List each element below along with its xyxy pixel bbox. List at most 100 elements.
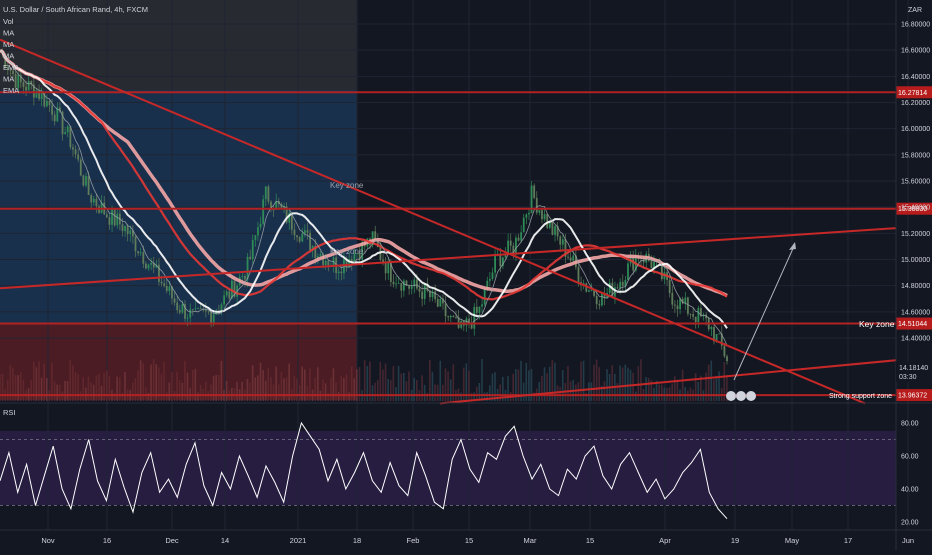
lower-support-trendline bbox=[439, 359, 897, 405]
volume-bar bbox=[272, 384, 275, 401]
candle-body bbox=[384, 262, 387, 274]
event-icon[interactable] bbox=[726, 391, 736, 401]
candle-body bbox=[423, 283, 426, 299]
legend-item: MA bbox=[3, 52, 14, 61]
candle-body bbox=[525, 214, 528, 218]
volume-bar bbox=[116, 376, 118, 401]
level-price-label: 15.38830 bbox=[898, 206, 927, 213]
volume-bar bbox=[197, 392, 199, 401]
time-tick-label: 18 bbox=[353, 536, 361, 545]
volume-bar bbox=[658, 384, 660, 401]
candle-body bbox=[543, 214, 546, 220]
price-tick-label: 14.60000 bbox=[901, 309, 930, 316]
volume-bar bbox=[98, 373, 100, 401]
candle-body bbox=[564, 239, 567, 257]
candle-body bbox=[82, 175, 85, 186]
volume-bar bbox=[215, 374, 217, 401]
candle-body bbox=[270, 201, 272, 210]
time-tick-label: 15 bbox=[586, 536, 594, 545]
volume-bar bbox=[397, 365, 400, 401]
volume-bar bbox=[163, 361, 165, 401]
volume-bar bbox=[517, 369, 520, 401]
volume-bar bbox=[462, 367, 465, 401]
annotation-strong-support: Strong support zone bbox=[829, 393, 892, 400]
candle-body bbox=[14, 74, 17, 88]
candle-body bbox=[189, 309, 192, 318]
candle-body bbox=[194, 308, 197, 310]
candle-body bbox=[158, 264, 160, 282]
candle-body bbox=[121, 224, 124, 232]
candle-body bbox=[191, 309, 194, 311]
candle-body bbox=[124, 226, 126, 232]
candle-body bbox=[671, 292, 674, 305]
event-icon[interactable] bbox=[736, 391, 746, 401]
volume-bar bbox=[416, 380, 418, 401]
candle-body bbox=[108, 217, 111, 225]
candle-body bbox=[700, 308, 702, 317]
candle-body bbox=[105, 214, 108, 218]
volume-bar bbox=[645, 377, 647, 401]
candle-body bbox=[262, 199, 265, 224]
volume-bar bbox=[402, 372, 405, 401]
candle-body bbox=[598, 304, 601, 306]
volume-bar bbox=[468, 370, 470, 401]
volume-bar bbox=[382, 369, 384, 401]
candle-body bbox=[507, 240, 510, 254]
candle-body bbox=[554, 226, 556, 235]
candle-body bbox=[220, 304, 223, 312]
volume-bar bbox=[152, 359, 155, 401]
level-price-label: 13.96372 bbox=[898, 393, 927, 400]
projection-arrowhead bbox=[789, 242, 796, 250]
candle-body bbox=[251, 239, 254, 260]
volume-bar bbox=[650, 380, 653, 401]
candle-body bbox=[465, 318, 468, 326]
time-tick-label: 2021 bbox=[290, 536, 307, 545]
volume-bar bbox=[121, 392, 124, 401]
candle-body bbox=[541, 210, 543, 220]
volume-bar bbox=[12, 367, 14, 401]
rsi-tick-label: 80.00 bbox=[901, 421, 919, 428]
volume-bar bbox=[371, 385, 374, 401]
volume-bar bbox=[715, 375, 718, 401]
volume-bar bbox=[324, 383, 327, 401]
candle-body bbox=[204, 310, 207, 312]
volume-bar bbox=[327, 392, 330, 401]
volume-bar bbox=[590, 382, 593, 401]
volume-bar bbox=[499, 384, 502, 401]
candle-body bbox=[397, 283, 400, 284]
level-price-label: 16.27814 bbox=[898, 90, 927, 97]
candle-body bbox=[92, 198, 95, 203]
volume-bar bbox=[220, 360, 223, 401]
time-tick-label: 17 bbox=[844, 536, 852, 545]
volume-bar bbox=[259, 362, 262, 401]
price-tick-label: 14.80000 bbox=[901, 283, 930, 290]
volume-bar bbox=[343, 377, 345, 401]
volume-bar bbox=[204, 381, 207, 401]
candle-body bbox=[491, 272, 494, 279]
candle-body bbox=[272, 209, 275, 211]
event-icons[interactable] bbox=[726, 391, 756, 401]
volume-bar bbox=[309, 368, 311, 401]
volume-bar bbox=[387, 378, 389, 401]
time-tick-label: Nov bbox=[41, 536, 55, 545]
candle-body bbox=[131, 230, 134, 237]
event-icon[interactable] bbox=[746, 391, 756, 401]
volume-bar bbox=[655, 380, 658, 401]
candle-body bbox=[126, 226, 129, 235]
candle-body bbox=[569, 257, 572, 261]
volume-bar bbox=[358, 366, 361, 401]
chart-title: U.S. Dollar / South African Rand, 4h, FX… bbox=[3, 5, 148, 14]
volume-bar bbox=[538, 381, 541, 401]
volume-bar bbox=[181, 382, 184, 401]
volume-bar bbox=[700, 375, 702, 401]
volume-bar bbox=[267, 367, 270, 401]
rsi-tick-label: 40.00 bbox=[901, 487, 919, 494]
volume-bar bbox=[103, 373, 105, 401]
volume-bar bbox=[676, 381, 679, 401]
red-zone bbox=[0, 324, 357, 400]
rsi-tick-label: 20.00 bbox=[901, 520, 919, 527]
volume-bar bbox=[611, 365, 614, 401]
candle-body bbox=[173, 298, 176, 303]
volume-bar bbox=[298, 385, 301, 401]
candle-body bbox=[595, 295, 598, 305]
